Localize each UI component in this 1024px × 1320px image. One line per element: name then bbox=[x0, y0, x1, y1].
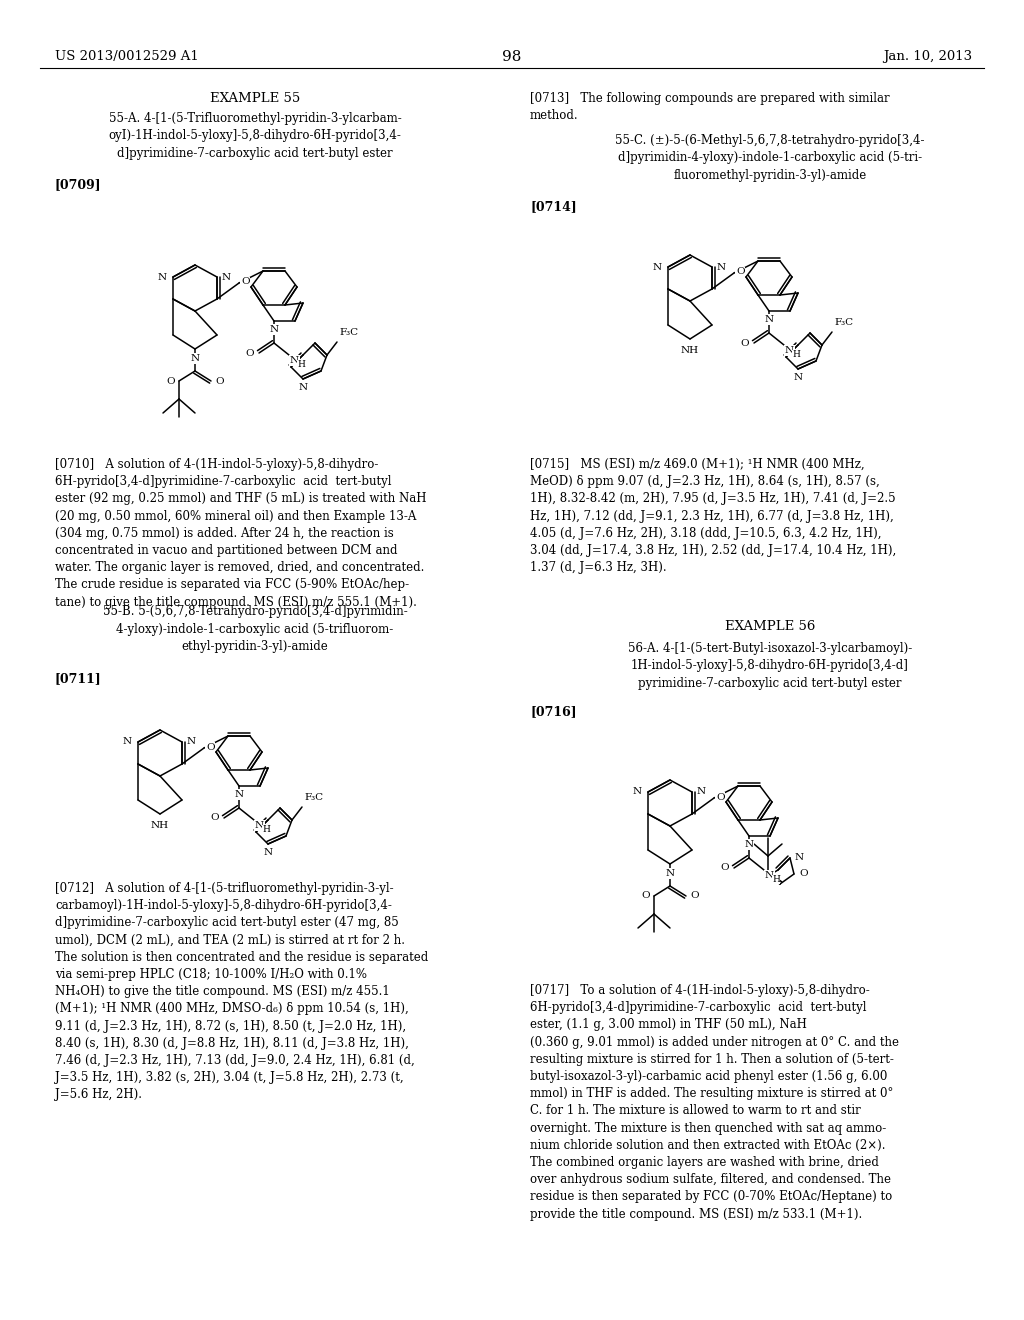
Text: O: O bbox=[206, 742, 215, 751]
Text: O: O bbox=[799, 870, 808, 879]
Text: O: O bbox=[241, 277, 250, 286]
Text: O: O bbox=[736, 268, 744, 276]
Text: EXAMPLE 55: EXAMPLE 55 bbox=[210, 92, 300, 106]
Text: N: N bbox=[290, 356, 299, 366]
Text: Jan. 10, 2013: Jan. 10, 2013 bbox=[883, 50, 972, 63]
Text: N: N bbox=[298, 383, 307, 392]
Text: NH: NH bbox=[151, 821, 169, 830]
Text: O: O bbox=[210, 813, 219, 822]
Text: N: N bbox=[222, 272, 231, 281]
Text: O: O bbox=[716, 792, 725, 801]
Text: [0715]   MS (ESI) m/z 469.0 (M+1); ¹H NMR (400 MHz,
MeOD) δ ppm 9.07 (d, J=2.3 H: [0715] MS (ESI) m/z 469.0 (M+1); ¹H NMR … bbox=[530, 458, 896, 574]
Text: O: O bbox=[166, 376, 175, 385]
Text: [0709]: [0709] bbox=[55, 178, 101, 191]
Text: 55-A. 4-[1-(5-Trifluoromethyl-pyridin-3-ylcarbam-
oyI)-1H-indol-5-yloxy]-5,8-dih: 55-A. 4-[1-(5-Trifluoromethyl-pyridin-3-… bbox=[109, 112, 401, 160]
Text: N: N bbox=[190, 354, 200, 363]
Text: F₃C: F₃C bbox=[834, 318, 853, 327]
Text: [0717]   To a solution of 4-(1H-indol-5-yloxy)-5,8-dihydro-
6H-pyrido[3,4-d]pyri: [0717] To a solution of 4-(1H-indol-5-yl… bbox=[530, 983, 899, 1221]
Text: N: N bbox=[158, 272, 167, 281]
Text: N: N bbox=[234, 789, 244, 799]
Text: H: H bbox=[262, 825, 270, 834]
Text: N: N bbox=[785, 346, 795, 355]
Text: H: H bbox=[772, 875, 780, 884]
Text: N: N bbox=[123, 738, 132, 747]
Text: O: O bbox=[720, 863, 729, 873]
Text: O: O bbox=[215, 376, 223, 385]
Text: O: O bbox=[246, 348, 254, 358]
Text: 55-C. (±)-5-(6-Methyl-5,6,7,8-tetrahydro-pyrido[3,4-
d]pyrimidin-4-yloxy)-indole: 55-C. (±)-5-(6-Methyl-5,6,7,8-tetrahydro… bbox=[615, 135, 925, 182]
Text: O: O bbox=[641, 891, 650, 900]
Text: [0716]: [0716] bbox=[530, 705, 577, 718]
Text: N: N bbox=[765, 871, 774, 880]
Text: N: N bbox=[187, 738, 197, 747]
Text: F₃C: F₃C bbox=[304, 793, 324, 803]
Text: N: N bbox=[633, 788, 642, 796]
Text: O: O bbox=[740, 338, 749, 347]
Text: US 2013/0012529 A1: US 2013/0012529 A1 bbox=[55, 50, 199, 63]
Text: N: N bbox=[765, 315, 773, 323]
Text: 98: 98 bbox=[503, 50, 521, 63]
Text: N: N bbox=[717, 263, 726, 272]
Text: [0712]   A solution of 4-[1-(5-trifluoromethyl-pyridin-3-yl-
carbamoyl)-1H-indol: [0712] A solution of 4-[1-(5-trifluorome… bbox=[55, 882, 428, 1101]
Text: 55-B. 5-(5,6,7,8-Tetrahydro-pyrido[3,4-d]pyrimidin-
4-yloxy)-indole-1-carboxylic: 55-B. 5-(5,6,7,8-Tetrahydro-pyrido[3,4-d… bbox=[102, 605, 408, 653]
Text: 56-A. 4-[1-(5-tert-Butyl-isoxazol-3-ylcarbamoyl)-
1H-indol-5-yloxy]-5,8-dihydro-: 56-A. 4-[1-(5-tert-Butyl-isoxazol-3-ylca… bbox=[628, 642, 912, 690]
Text: N: N bbox=[255, 821, 264, 830]
Text: [0710]   A solution of 4-(1H-indol-5-yloxy)-5,8-dihydro-
6H-pyrido[3,4-d]pyrimid: [0710] A solution of 4-(1H-indol-5-yloxy… bbox=[55, 458, 427, 609]
Text: O: O bbox=[690, 891, 698, 900]
Text: [0711]: [0711] bbox=[55, 672, 101, 685]
Text: N: N bbox=[666, 869, 675, 878]
Text: N: N bbox=[697, 788, 707, 796]
Text: H: H bbox=[297, 360, 305, 370]
Text: N: N bbox=[794, 374, 803, 381]
Text: [0713]   The following compounds are prepared with similar
method.: [0713] The following compounds are prepa… bbox=[530, 92, 890, 123]
Text: N: N bbox=[269, 325, 279, 334]
Text: N: N bbox=[795, 854, 804, 862]
Text: N: N bbox=[263, 847, 272, 857]
Text: N: N bbox=[744, 840, 754, 849]
Text: EXAMPLE 56: EXAMPLE 56 bbox=[725, 620, 815, 634]
Text: [0714]: [0714] bbox=[530, 201, 577, 213]
Text: NH: NH bbox=[681, 346, 699, 355]
Text: F₃C: F₃C bbox=[339, 327, 358, 337]
Text: H: H bbox=[792, 350, 800, 359]
Text: N: N bbox=[653, 263, 662, 272]
